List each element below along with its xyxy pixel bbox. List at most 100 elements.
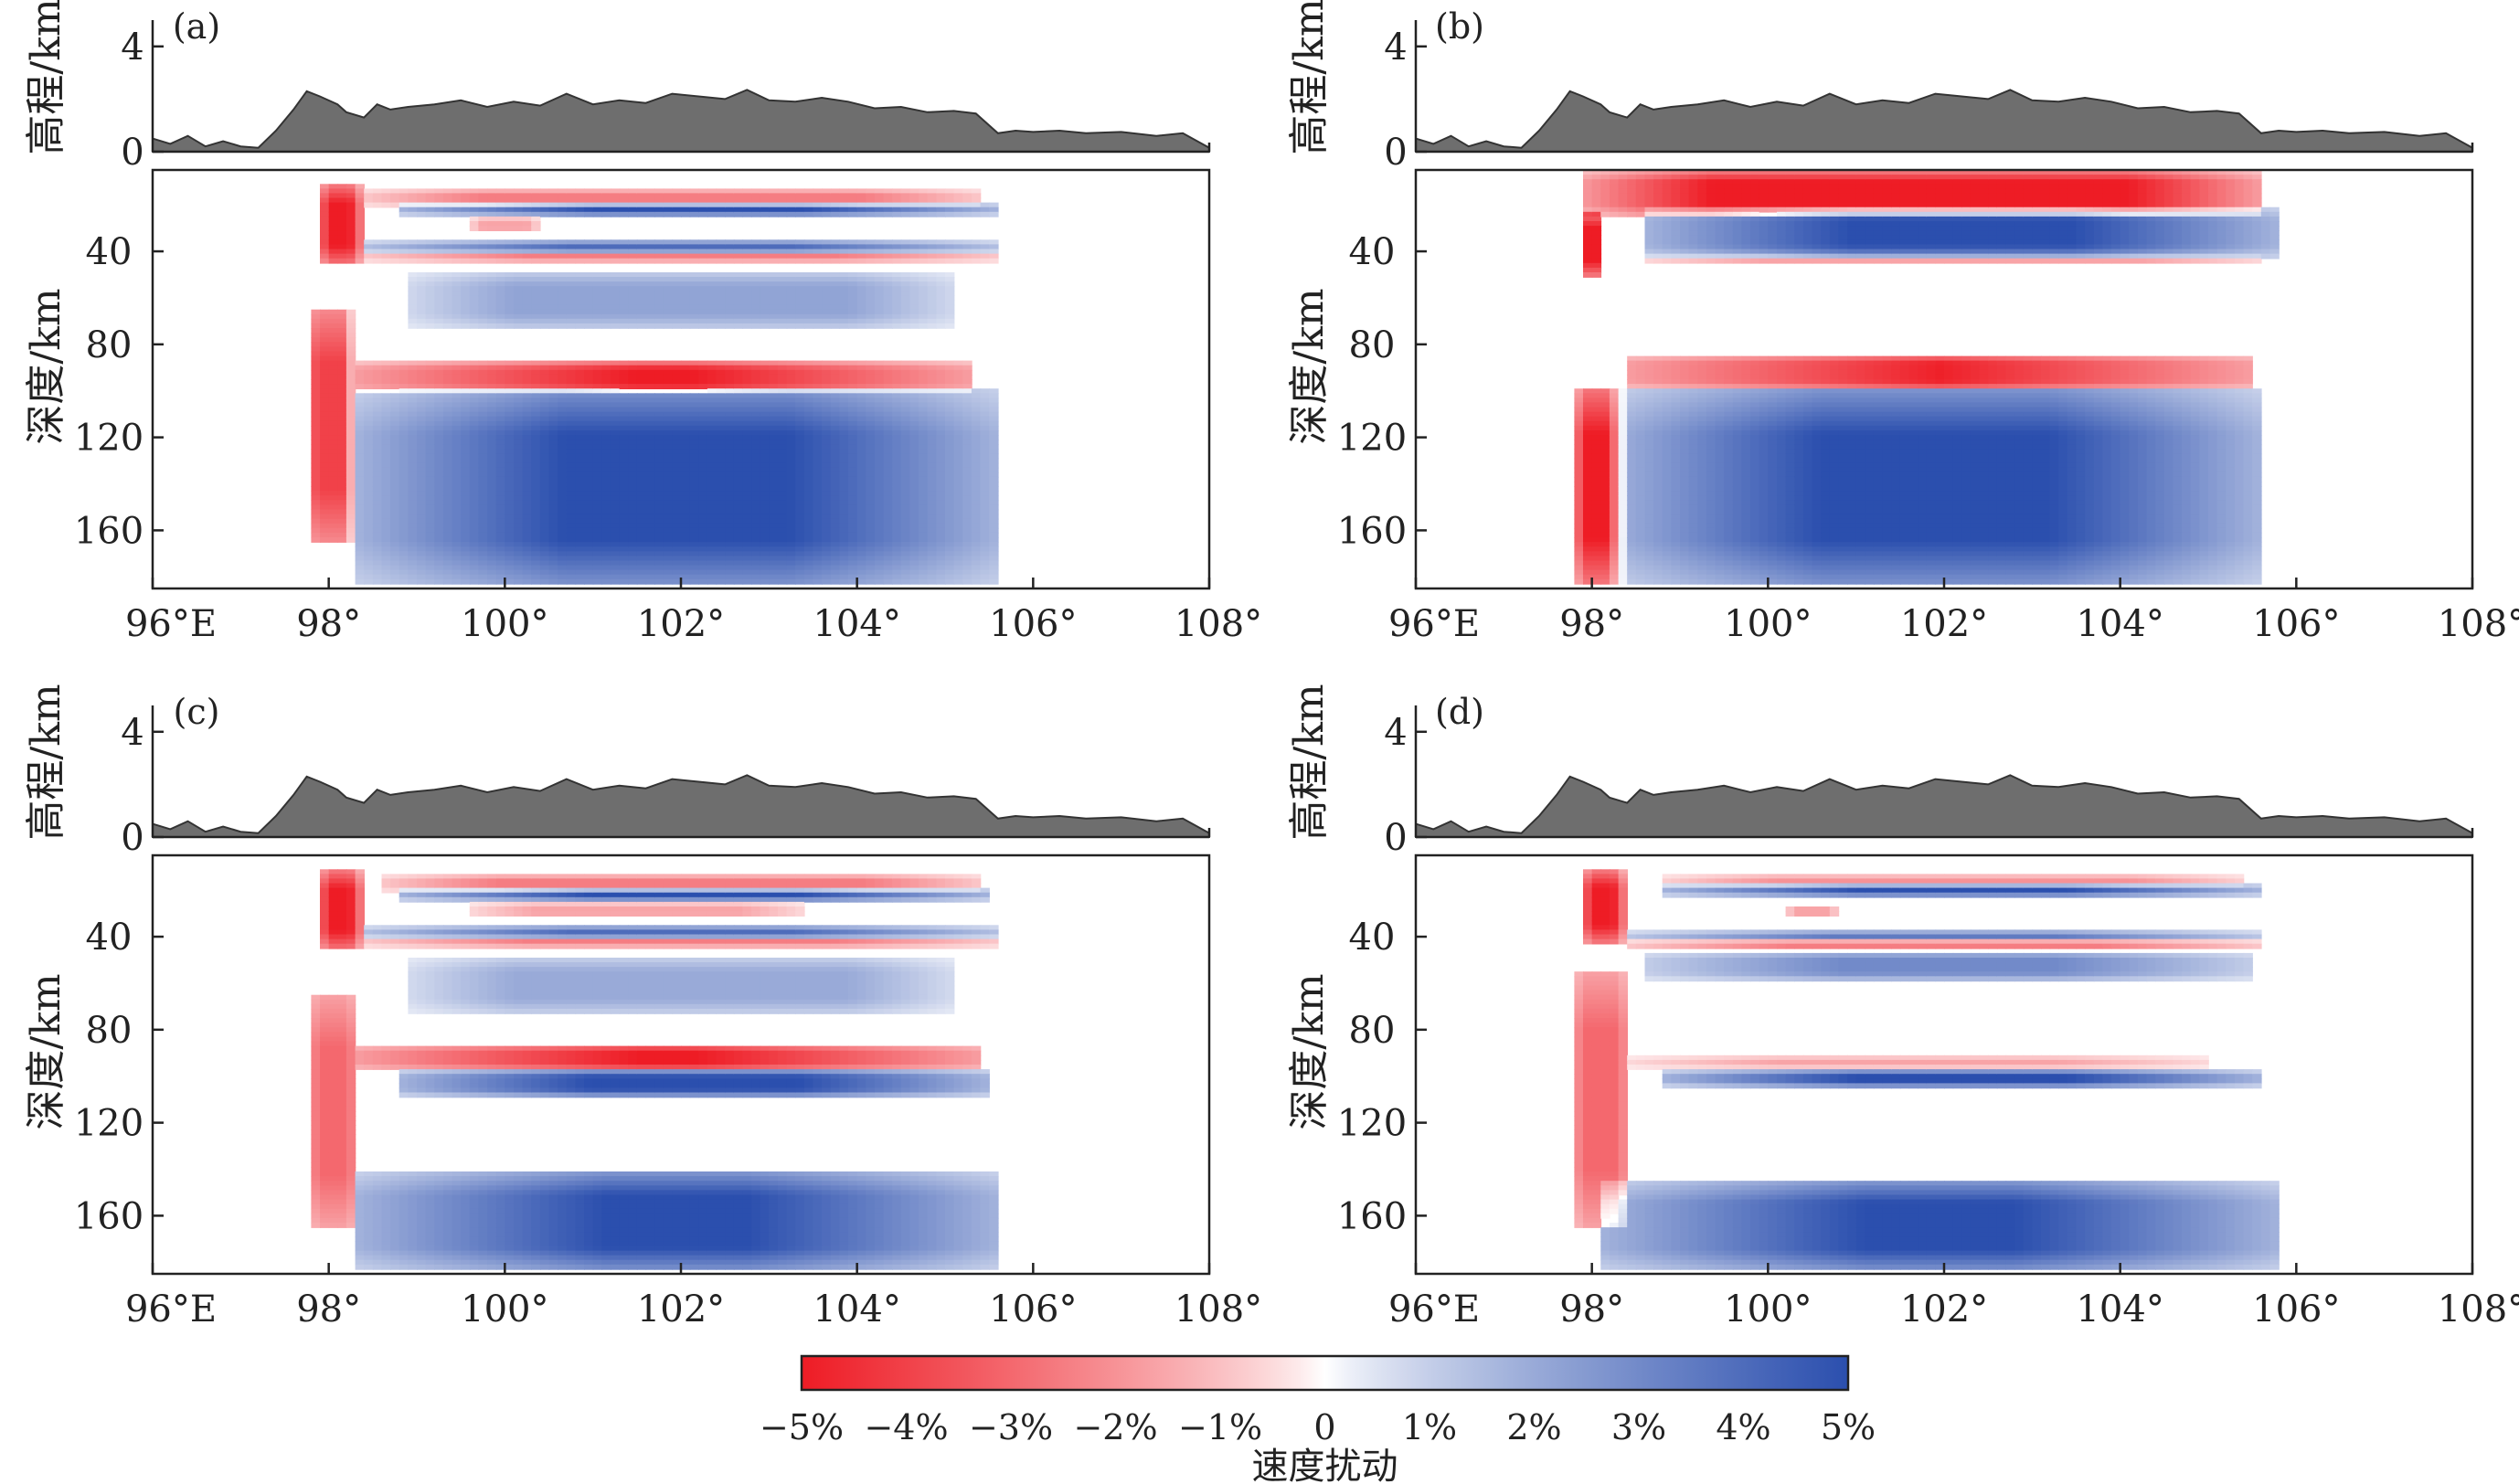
anomaly-cell [900,388,911,395]
anomaly-cell [654,546,664,553]
anomaly-cell [909,425,919,431]
anomaly-cell [927,416,938,422]
anomaly-cell [795,518,805,525]
anomaly-cell [760,277,771,282]
anomaly-cell [830,202,841,208]
anomaly-cell [900,272,911,278]
anomaly-cell [822,420,832,427]
anomaly-cell [452,504,462,511]
anomaly-cell [487,277,497,282]
anomaly-cell [725,249,735,255]
anomaly-cell [645,313,655,320]
anomaly-cell [417,472,427,478]
anomaly-cell [539,277,550,282]
anomaly-cell [442,244,453,250]
anomaly-cell [337,188,347,195]
anomaly-cell [813,523,823,529]
anomaly-cell [874,323,885,329]
anomaly-cell [936,318,946,324]
anomaly-cell [813,467,823,473]
anomaly-cell [442,407,453,413]
anomaly-cell [337,500,347,506]
anomaly-cell [425,379,435,385]
anomaly-cell [919,239,929,246]
anomaly-cell [654,514,664,520]
anomaly-cell [425,365,435,371]
anomaly-cell [689,300,699,306]
anomaly-cell [469,565,480,571]
anomaly-cell [381,411,391,418]
anomaly-cell [663,504,674,511]
anomaly-cell [927,440,938,446]
anomaly-cell [372,504,383,511]
anomaly-cell [866,360,876,366]
anomaly-cell [900,467,911,473]
anomaly-cell [390,560,400,567]
anomaly-cell [636,486,647,492]
anomaly-cell [592,509,603,515]
anomaly-cell [900,407,911,413]
anomaly-cell [610,360,621,366]
anomaly-cell [531,440,541,446]
anomaly-cell [461,551,471,557]
anomaly-cell [461,253,471,260]
anomaly-cell [408,440,418,446]
anomaly-cell [610,300,621,306]
anomaly-cell [813,295,823,302]
anomaly-cell [778,365,788,371]
anomaly-cell [311,532,321,538]
anomaly-cell [900,304,911,311]
anomaly-cell [733,211,744,217]
anomaly-cell [539,393,550,399]
anomaly-cell [707,551,717,557]
anomaly-cell [883,281,893,287]
anomaly-cell [425,295,435,302]
anomaly-cell [795,440,805,446]
anomaly-cell [328,467,339,473]
anomaly-cell [689,500,699,506]
anomaly-cell [628,569,638,576]
anomaly-cell [478,313,488,320]
anomaly-cell [320,491,330,496]
anomaly-cell [522,304,532,311]
anomaly-cell [716,560,726,567]
anomaly-cell [478,402,488,408]
anomaly-cell [848,551,858,557]
anomaly-cell [716,286,726,292]
anomaly-cell [381,202,391,208]
anomaly-cell [803,318,814,324]
anomaly-cell [786,313,796,320]
anomaly-cell [390,491,400,496]
anomaly-cell [311,309,321,315]
anomaly-cell [839,495,849,502]
anomaly-cell [311,449,321,455]
anomaly-cell [539,197,550,204]
anomaly-cell [681,295,691,302]
anomaly-cell [892,495,902,502]
anomaly-cell [636,202,647,208]
anomaly-cell [452,207,462,213]
anomaly-cell [936,291,946,297]
anomaly-cell [505,556,515,562]
anomaly-cell [628,239,638,246]
anomaly-cell [592,527,603,534]
anomaly-cell [883,295,893,302]
anomaly-cell [645,491,655,496]
anomaly-cell [900,239,911,246]
anomaly-cell [364,193,374,199]
anomaly-cell [654,295,664,302]
anomaly-cell [372,537,383,543]
anomaly-cell [522,318,532,324]
anomaly-cell [751,546,761,553]
anomaly-cell [417,304,427,311]
anomaly-cell [636,482,647,487]
anomaly-cell [495,425,506,431]
anomaly-cell [601,500,611,506]
anomaly-cell [584,491,594,496]
anomaly-cell [372,430,383,436]
anomaly-cell [619,402,629,408]
anomaly-cell [495,416,506,422]
anomaly-cell [417,482,427,487]
anomaly-cell [760,495,771,502]
